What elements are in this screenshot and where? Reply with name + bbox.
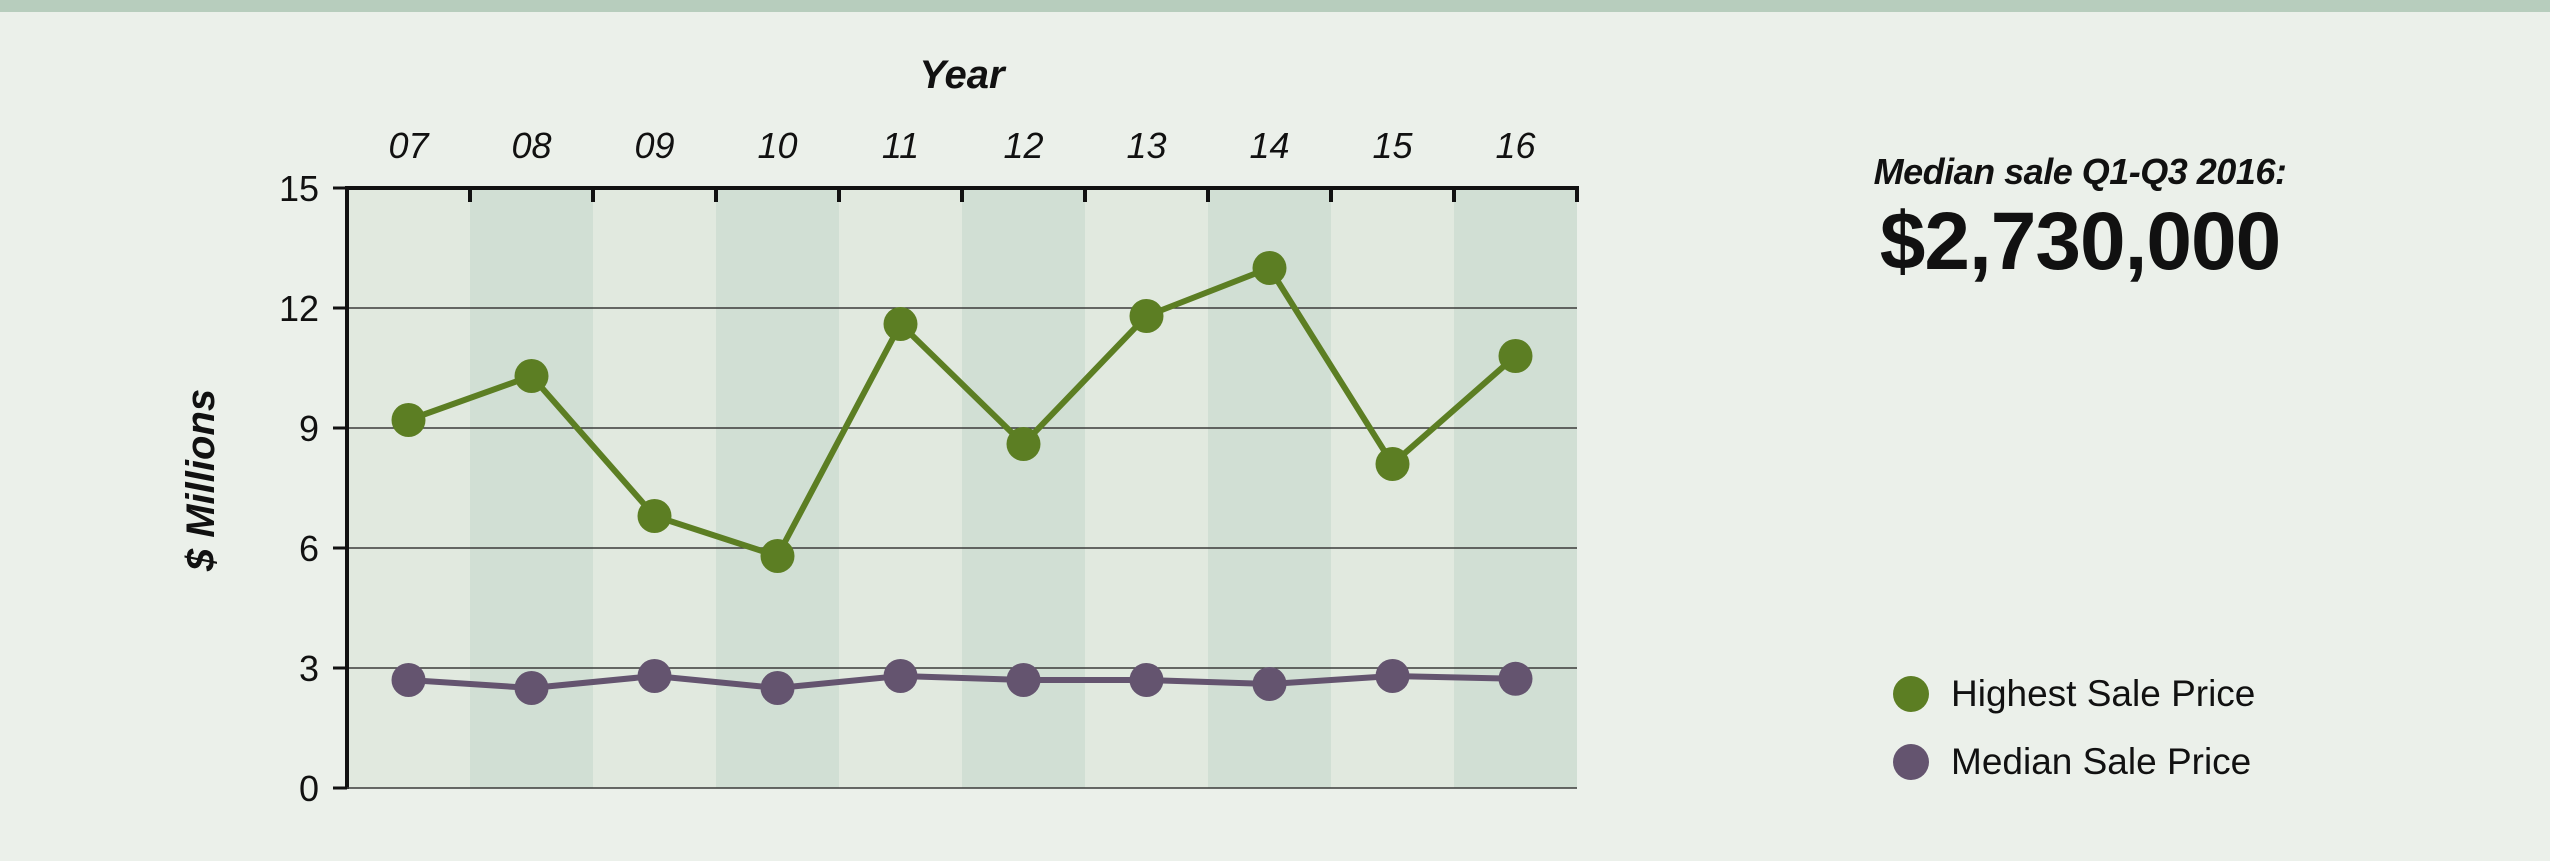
data-point xyxy=(637,659,672,693)
y-tick-label: 0 xyxy=(299,768,319,809)
data-point xyxy=(1129,663,1164,697)
x-tick-label: 10 xyxy=(757,125,797,166)
series-highest-sale-price xyxy=(391,251,1533,573)
data-point xyxy=(883,659,918,693)
data-point xyxy=(514,359,549,393)
legend-swatch-highest xyxy=(1893,676,1929,712)
top-accent-bar xyxy=(0,0,2550,12)
x-axis-title: Year xyxy=(919,53,1007,97)
x-tick-label: 15 xyxy=(1372,125,1413,166)
series-median-sale-price xyxy=(391,659,1533,705)
x-tick-label: 09 xyxy=(634,125,674,166)
callout-value: $2,730,000 xyxy=(1879,196,2281,287)
data-point xyxy=(1006,427,1041,461)
data-point xyxy=(1375,447,1410,481)
data-point xyxy=(1498,339,1533,373)
data-point xyxy=(883,307,918,341)
data-point xyxy=(1252,251,1287,285)
column-band xyxy=(1331,188,1454,788)
x-tick-label: 11 xyxy=(882,125,919,166)
series-layer xyxy=(391,251,1533,705)
series-line xyxy=(408,673,1516,691)
legend-swatch-median xyxy=(1893,744,1929,780)
x-tick-label: 13 xyxy=(1126,125,1166,166)
y-tick-label: 15 xyxy=(279,168,319,209)
data-point xyxy=(1252,667,1287,701)
legend: Highest Sale Price Median Sale Price xyxy=(1893,660,2255,796)
data-point xyxy=(760,539,795,573)
y-tick-label: 3 xyxy=(299,648,319,689)
column-band xyxy=(593,188,716,788)
series-line xyxy=(407,265,1518,559)
data-point xyxy=(1498,661,1533,696)
callout-label: Median sale Q1-Q3 2016: xyxy=(1873,151,2287,192)
x-tick-label: 08 xyxy=(511,125,551,166)
x-tick-label: 16 xyxy=(1495,125,1536,166)
legend-label-median: Median Sale Price xyxy=(1951,741,2252,782)
y-axis-title: $ Millions xyxy=(179,389,223,572)
y-tick-label: 12 xyxy=(279,288,319,329)
x-tick-label: 12 xyxy=(1003,125,1043,166)
data-point xyxy=(637,499,672,533)
legend-item-median: Median Sale Price xyxy=(1893,728,2255,796)
column-band xyxy=(1085,188,1208,788)
y-tick-labels: 0 3 6 9 12 15 xyxy=(279,168,319,809)
data-point xyxy=(1129,299,1164,333)
median-sale-callout: Median sale Q1-Q3 2016: $2,730,000 xyxy=(1820,150,2340,290)
data-point xyxy=(1006,663,1041,697)
data-point xyxy=(391,403,426,437)
column-band xyxy=(1454,188,1577,788)
column-band xyxy=(839,188,962,788)
column-band xyxy=(347,188,470,788)
legend-label-highest: Highest Sale Price xyxy=(1951,673,2256,714)
x-tick-label: 07 xyxy=(388,125,430,166)
y-tick-label: 9 xyxy=(299,408,319,449)
y-tick-label: 6 xyxy=(299,528,319,569)
x-tick-label: 14 xyxy=(1249,125,1289,166)
data-point xyxy=(760,671,795,705)
data-point xyxy=(514,671,549,705)
column-band xyxy=(962,188,1085,788)
axes xyxy=(333,186,1579,790)
legend-item-highest: Highest Sale Price xyxy=(1893,660,2255,728)
data-point xyxy=(1375,659,1410,693)
x-tick-labels: 07 08 09 10 11 12 13 14 15 16 xyxy=(388,125,1536,166)
data-point xyxy=(391,663,426,697)
